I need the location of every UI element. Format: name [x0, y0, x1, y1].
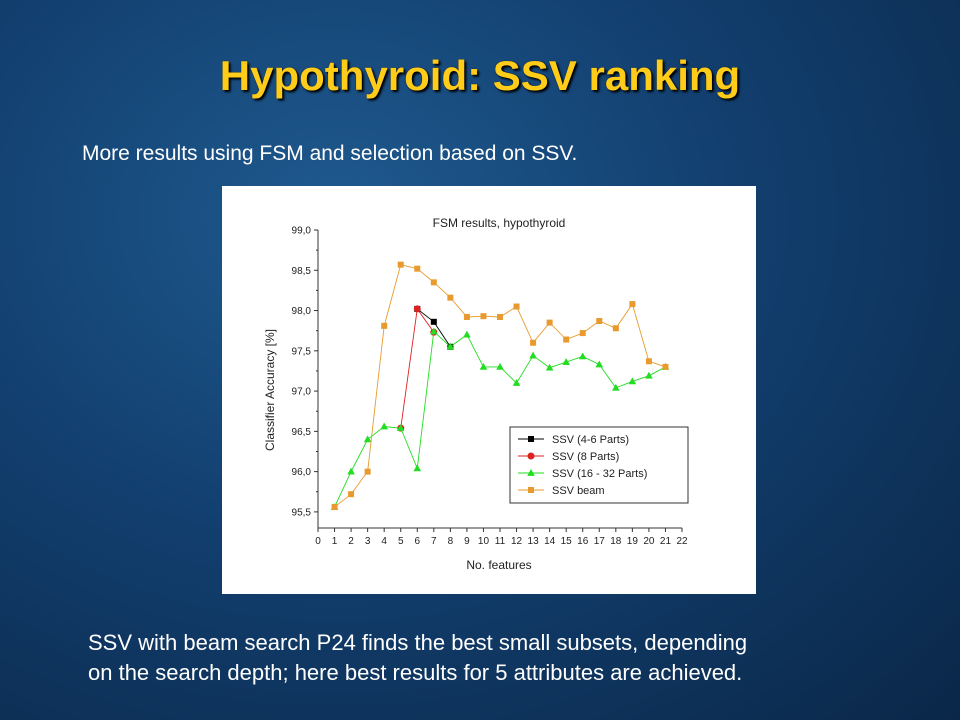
series-3-point	[331, 504, 338, 511]
slide-subtitle: More results using FSM and selection bas…	[82, 142, 578, 165]
series-2-point	[595, 360, 604, 368]
series-2-point	[578, 352, 587, 360]
x-tick-label: 5	[398, 536, 404, 547]
caption-line-1: SSV with beam search P24 finds the best …	[88, 630, 748, 655]
series-3-point	[530, 339, 537, 346]
legend-entry: SSV beam	[552, 485, 605, 497]
x-tick-label: 20	[643, 536, 655, 547]
caption-line-2: on the search depth; here best results f…	[88, 660, 743, 685]
legend-entry: SSV (8 Parts)	[552, 451, 619, 463]
x-tick-label: 14	[544, 536, 556, 547]
x-tick-label: 21	[660, 536, 672, 547]
x-tick-label: 10	[478, 536, 490, 547]
series-3-point	[662, 363, 669, 370]
chart-panel: FSM results, hypothyroid No. features Cl…	[222, 186, 756, 594]
series-3-point	[612, 325, 619, 332]
x-tick-label: 17	[594, 536, 606, 547]
y-tick-label: 99,0	[292, 226, 312, 237]
x-tick-label: 7	[431, 536, 437, 547]
y-tick-label: 97,0	[292, 387, 312, 398]
series-2-point	[496, 362, 504, 370]
series-3-point	[546, 319, 553, 326]
x-tick-label: 19	[627, 536, 639, 547]
x-axis-label: No. features	[466, 558, 531, 572]
series-0-point	[430, 318, 437, 325]
series-3-point	[397, 261, 404, 268]
legend-swatch-marker	[528, 487, 534, 493]
x-tick-label: 1	[332, 536, 338, 547]
series-2-point	[645, 371, 653, 379]
series-2-point	[429, 327, 438, 335]
series-3-point	[579, 330, 586, 337]
slide-caption: SSV with beam search P24 finds the best …	[88, 628, 908, 688]
y-tick-label: 98,5	[292, 266, 312, 277]
series-2-point	[479, 362, 488, 370]
series-2-point	[611, 383, 620, 391]
legend-entry: SSV (4-6 Parts)	[552, 434, 629, 446]
series-3-point	[480, 313, 487, 320]
x-tick-label: 12	[511, 536, 523, 547]
series-3-point	[463, 313, 470, 320]
series-2-point	[545, 363, 554, 371]
x-tick-label: 13	[528, 536, 540, 547]
series-2-point	[562, 357, 571, 365]
series-2-point	[529, 351, 537, 359]
legend-swatch-marker	[528, 436, 534, 442]
y-tick-label: 96,5	[292, 427, 312, 438]
legend-entry: SSV (16 - 32 Parts)	[552, 468, 647, 480]
y-tick-label: 96,0	[292, 467, 312, 478]
x-tick-label: 9	[464, 536, 470, 547]
series-2-point	[446, 342, 455, 350]
x-tick-label: 4	[381, 536, 387, 547]
x-tick-label: 18	[610, 536, 622, 547]
legend-swatch-marker	[527, 452, 535, 460]
x-tick-label: 16	[577, 536, 589, 547]
y-tick-label: 98,0	[292, 306, 312, 317]
x-tick-label: 8	[448, 536, 454, 547]
series-2-point	[396, 424, 405, 431]
series-3-point	[348, 491, 355, 498]
series-2-point	[363, 435, 372, 443]
series-1-point	[413, 305, 421, 313]
series-3-point	[596, 318, 603, 325]
series-3-point	[645, 358, 652, 365]
y-axis-label: Classifier Accuracy [%]	[263, 329, 277, 451]
series-3-point	[497, 313, 503, 320]
series-3-point	[414, 265, 421, 272]
x-tick-label: 0	[315, 536, 321, 547]
series-3-point	[381, 322, 388, 329]
y-tick-label: 97,5	[292, 346, 312, 357]
series-3-point	[563, 336, 570, 343]
series-2-point	[347, 467, 355, 475]
series-2-point	[512, 378, 521, 386]
series-3-point	[364, 468, 371, 475]
x-tick-label: 15	[561, 536, 573, 547]
series-2-point	[628, 377, 637, 385]
x-tick-label: 22	[676, 536, 688, 547]
x-tick-label: 2	[348, 536, 354, 547]
series-3-point	[430, 279, 437, 286]
series-3-point	[629, 301, 636, 308]
series-line-1	[400, 307, 435, 429]
series-2-point	[380, 422, 389, 430]
series-3-point	[447, 294, 454, 301]
series-2-point	[463, 330, 471, 338]
legend-swatch-marker	[527, 468, 535, 476]
slide-title: Hypothyroid: SSV ranking	[219, 52, 741, 99]
chart-title: FSM results, hypothyroid	[433, 216, 566, 230]
y-tick-label: 95,5	[292, 507, 312, 518]
series-2-point	[413, 464, 422, 472]
line-chart: FSM results, hypothyroid No. features Cl…	[263, 216, 689, 572]
x-tick-label: 3	[365, 536, 371, 547]
x-tick-label: 6	[414, 536, 420, 547]
x-tick-label: 11	[495, 536, 506, 547]
series-3-point	[513, 303, 520, 310]
